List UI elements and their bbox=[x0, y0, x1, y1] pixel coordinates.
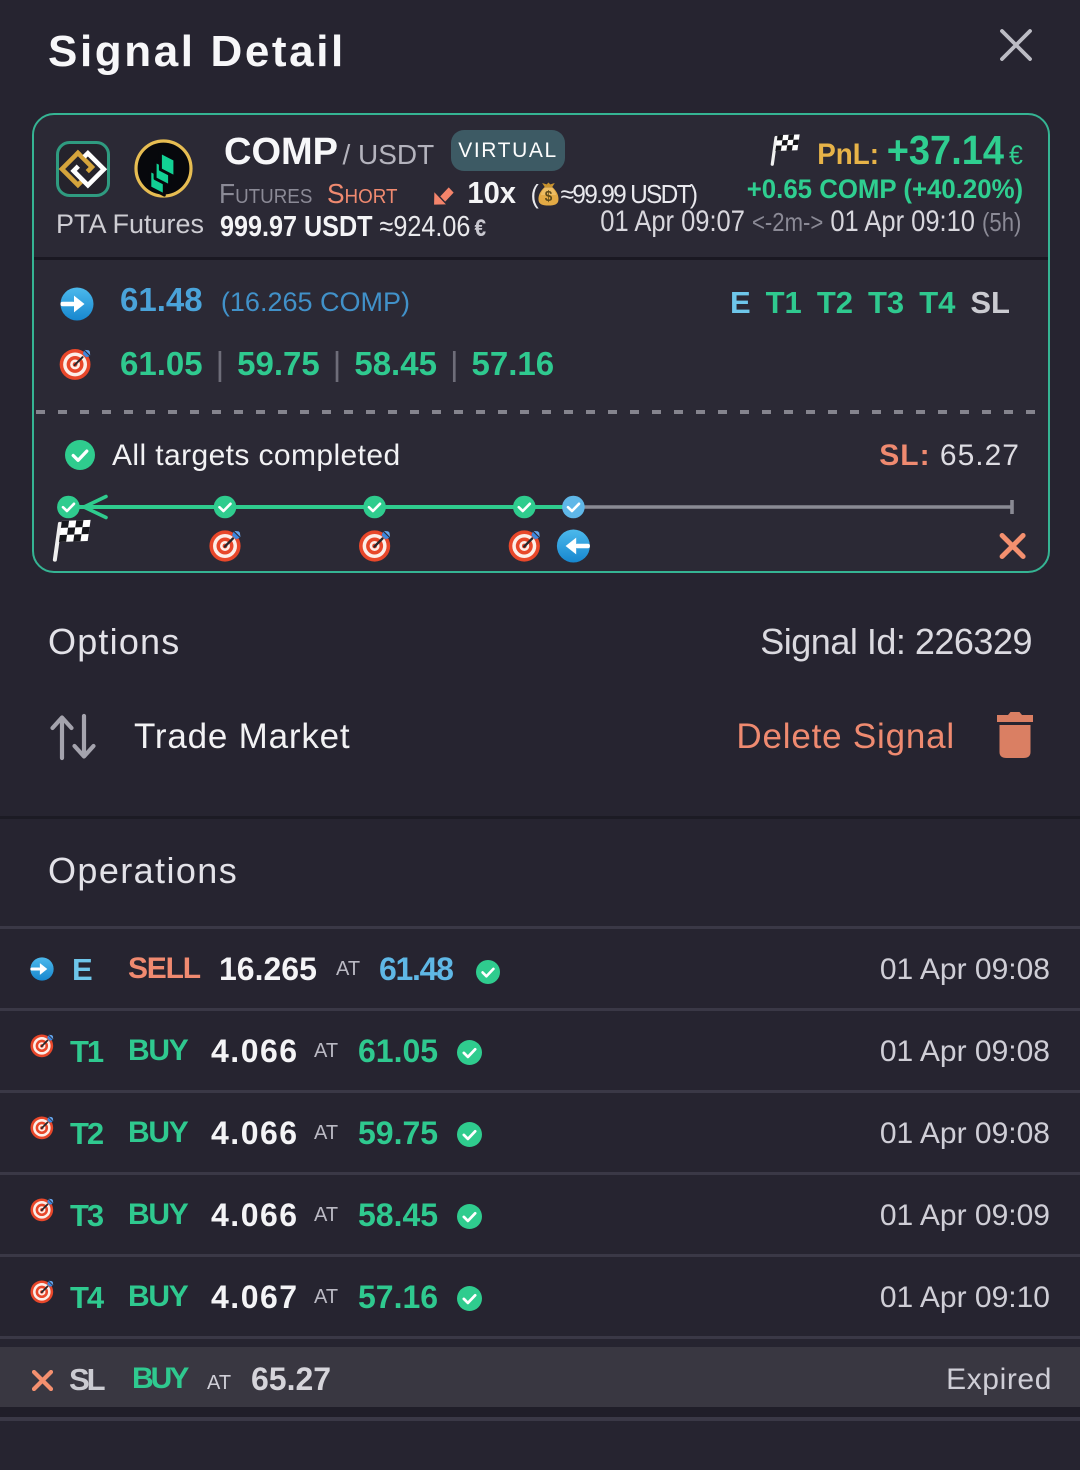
svg-text:$: $ bbox=[545, 188, 553, 204]
